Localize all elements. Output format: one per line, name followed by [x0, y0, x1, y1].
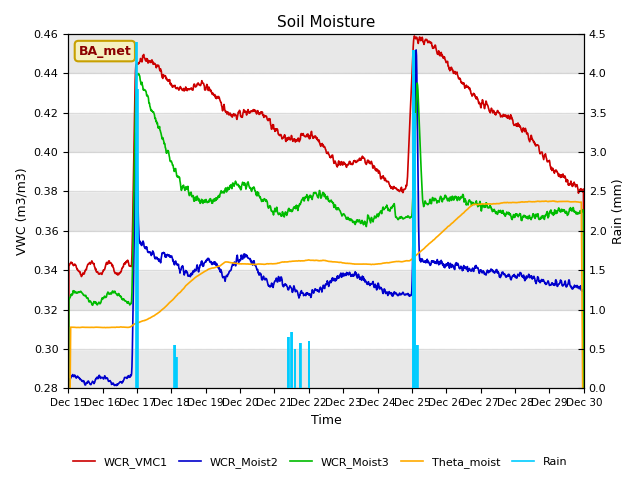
Theta_moist	[518, 199, 526, 205]
Text: BA_met: BA_met	[79, 45, 131, 58]
Theta_moist	[166, 299, 174, 305]
Bar	[68, 73, 584, 113]
WCR_VMC1	[410, 33, 418, 39]
WCR_VMC1	[166, 82, 174, 87]
Y-axis label: Rain (mm): Rain (mm)	[612, 179, 625, 244]
Bar	[68, 113, 584, 152]
Bar	[68, 270, 584, 310]
WCR_Moist3	[474, 201, 481, 207]
WCR_Moist2	[519, 275, 527, 280]
WCR_VMC1	[179, 86, 187, 92]
WCR_Moist2	[406, 292, 413, 298]
WCR_Moist3	[167, 158, 175, 164]
WCR_Moist3	[519, 215, 527, 220]
Theta_moist	[473, 202, 481, 207]
Bar	[68, 152, 584, 192]
Bar	[68, 231, 584, 270]
Line: WCR_VMC1: WCR_VMC1	[68, 36, 584, 480]
Theta_moist	[179, 287, 187, 292]
WCR_VMC1	[237, 113, 244, 119]
Bar	[68, 192, 584, 231]
Theta_moist	[406, 258, 413, 264]
WCR_Moist2	[166, 254, 174, 260]
X-axis label: Time: Time	[310, 414, 341, 427]
Title: Soil Moisture: Soil Moisture	[277, 15, 375, 30]
WCR_VMC1	[406, 124, 413, 130]
Y-axis label: VWC (m3/m3): VWC (m3/m3)	[15, 168, 28, 255]
WCR_Moist3	[237, 187, 244, 192]
Bar	[68, 349, 584, 388]
Bar	[68, 34, 584, 73]
WCR_Moist2	[237, 257, 244, 263]
WCR_Moist2	[179, 264, 187, 269]
Theta_moist	[237, 261, 244, 267]
WCR_Moist3	[134, 71, 142, 76]
WCR_Moist3	[406, 215, 414, 221]
Theta_moist	[549, 198, 557, 204]
WCR_Moist3	[580, 390, 588, 396]
Line: WCR_Moist3: WCR_Moist3	[68, 73, 584, 480]
WCR_Moist2	[580, 448, 588, 454]
WCR_VMC1	[519, 126, 527, 132]
Legend: WCR_VMC1, WCR_Moist2, WCR_Moist3, Theta_moist, Rain: WCR_VMC1, WCR_Moist2, WCR_Moist3, Theta_…	[68, 452, 572, 472]
WCR_Moist3	[179, 183, 187, 189]
Line: Theta_moist: Theta_moist	[68, 201, 584, 480]
WCR_Moist2	[474, 265, 481, 271]
Bar	[68, 310, 584, 349]
WCR_VMC1	[580, 373, 588, 379]
Line: WCR_Moist2: WCR_Moist2	[68, 50, 584, 480]
WCR_VMC1	[474, 96, 481, 102]
WCR_Moist2	[412, 47, 420, 53]
